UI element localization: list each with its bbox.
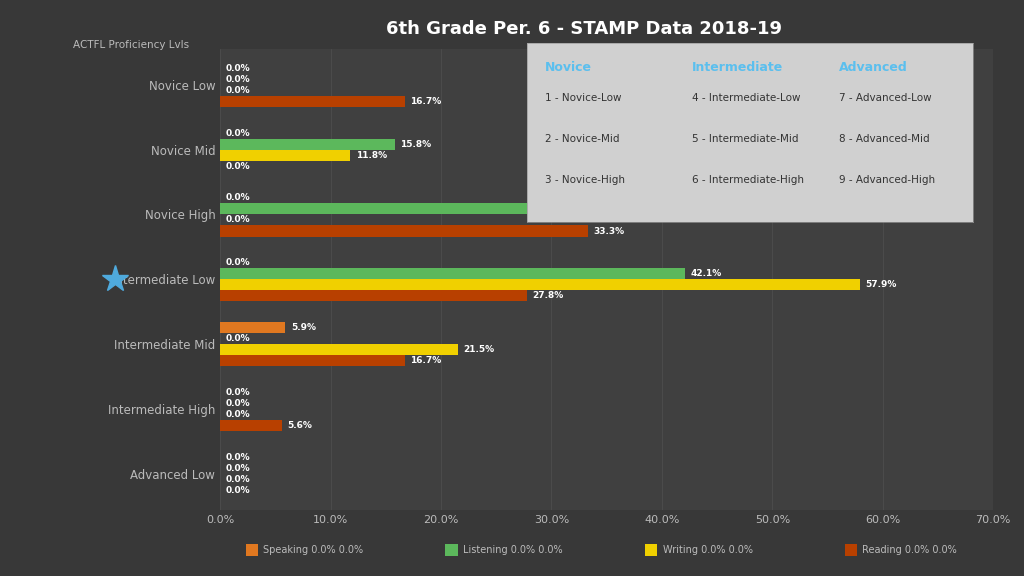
- Bar: [220, 203, 685, 214]
- Text: Intermediate: Intermediate: [692, 61, 783, 74]
- Text: 0.0%: 0.0%: [225, 162, 250, 170]
- Text: 8 - Advanced-Mid: 8 - Advanced-Mid: [839, 134, 930, 144]
- Text: 33.3%: 33.3%: [594, 226, 625, 236]
- Text: 42.1%: 42.1%: [690, 204, 722, 214]
- Text: 16.7%: 16.7%: [411, 97, 441, 106]
- Text: 15.8%: 15.8%: [400, 139, 431, 149]
- Text: 0.0%: 0.0%: [225, 486, 250, 495]
- Text: 0.0%: 0.0%: [225, 215, 250, 225]
- Text: 0.0%: 0.0%: [225, 475, 250, 484]
- Text: 0.0%: 0.0%: [225, 464, 250, 473]
- Text: 0.0%: 0.0%: [225, 453, 250, 462]
- Bar: [220, 138, 394, 150]
- Bar: [220, 279, 859, 290]
- Text: 6th Grade Per. 6 - STAMP Data 2018-19: 6th Grade Per. 6 - STAMP Data 2018-19: [386, 20, 781, 38]
- Bar: [220, 355, 404, 366]
- Text: 27.8%: 27.8%: [532, 291, 564, 301]
- Text: 1 - Novice-Low: 1 - Novice-Low: [545, 93, 622, 103]
- Bar: [220, 290, 527, 301]
- Text: 3 - Novice-High: 3 - Novice-High: [545, 175, 626, 185]
- Text: 0.0%: 0.0%: [225, 388, 250, 397]
- Text: Listening 0.0% 0.0%: Listening 0.0% 0.0%: [463, 545, 562, 555]
- Text: 7 - Advanced-Low: 7 - Advanced-Low: [839, 93, 932, 103]
- Text: 0.0%: 0.0%: [225, 63, 250, 73]
- Text: 0.0%: 0.0%: [225, 334, 250, 343]
- Bar: [220, 225, 588, 237]
- Text: Reading 0.0% 0.0%: Reading 0.0% 0.0%: [862, 545, 957, 555]
- Text: 11.8%: 11.8%: [356, 150, 387, 160]
- Text: 5 - Intermediate-Mid: 5 - Intermediate-Mid: [692, 134, 799, 144]
- Text: Speaking 0.0% 0.0%: Speaking 0.0% 0.0%: [263, 545, 364, 555]
- Text: 57.9%: 57.9%: [865, 281, 897, 289]
- Text: Novice: Novice: [545, 61, 592, 74]
- Text: 0.0%: 0.0%: [225, 86, 250, 94]
- Text: 5.9%: 5.9%: [291, 323, 315, 332]
- Text: 5.6%: 5.6%: [288, 421, 312, 430]
- Text: 9 - Advanced-High: 9 - Advanced-High: [839, 175, 935, 185]
- Text: 0.0%: 0.0%: [225, 410, 250, 419]
- Bar: [220, 322, 286, 334]
- Text: 0.0%: 0.0%: [225, 258, 250, 267]
- Text: 21.5%: 21.5%: [463, 345, 495, 354]
- Text: 0.0%: 0.0%: [225, 399, 250, 408]
- Text: 42.1%: 42.1%: [690, 270, 722, 278]
- Text: 6 - Intermediate-High: 6 - Intermediate-High: [692, 175, 804, 185]
- Text: 0.0%: 0.0%: [225, 128, 250, 138]
- Bar: [220, 150, 350, 161]
- Bar: [220, 268, 685, 279]
- Text: ACTFL Proficiency Lvls: ACTFL Proficiency Lvls: [74, 40, 189, 50]
- Text: 0.0%: 0.0%: [225, 75, 250, 84]
- Text: Advanced: Advanced: [839, 61, 908, 74]
- Bar: [220, 96, 404, 107]
- Bar: [220, 420, 282, 431]
- Text: 2 - Novice-Mid: 2 - Novice-Mid: [545, 134, 620, 144]
- Text: Writing 0.0% 0.0%: Writing 0.0% 0.0%: [663, 545, 753, 555]
- Text: 16.7%: 16.7%: [411, 357, 441, 365]
- Bar: [220, 344, 458, 355]
- Text: 4 - Intermediate-Low: 4 - Intermediate-Low: [692, 93, 801, 103]
- Text: 0.0%: 0.0%: [225, 194, 250, 202]
